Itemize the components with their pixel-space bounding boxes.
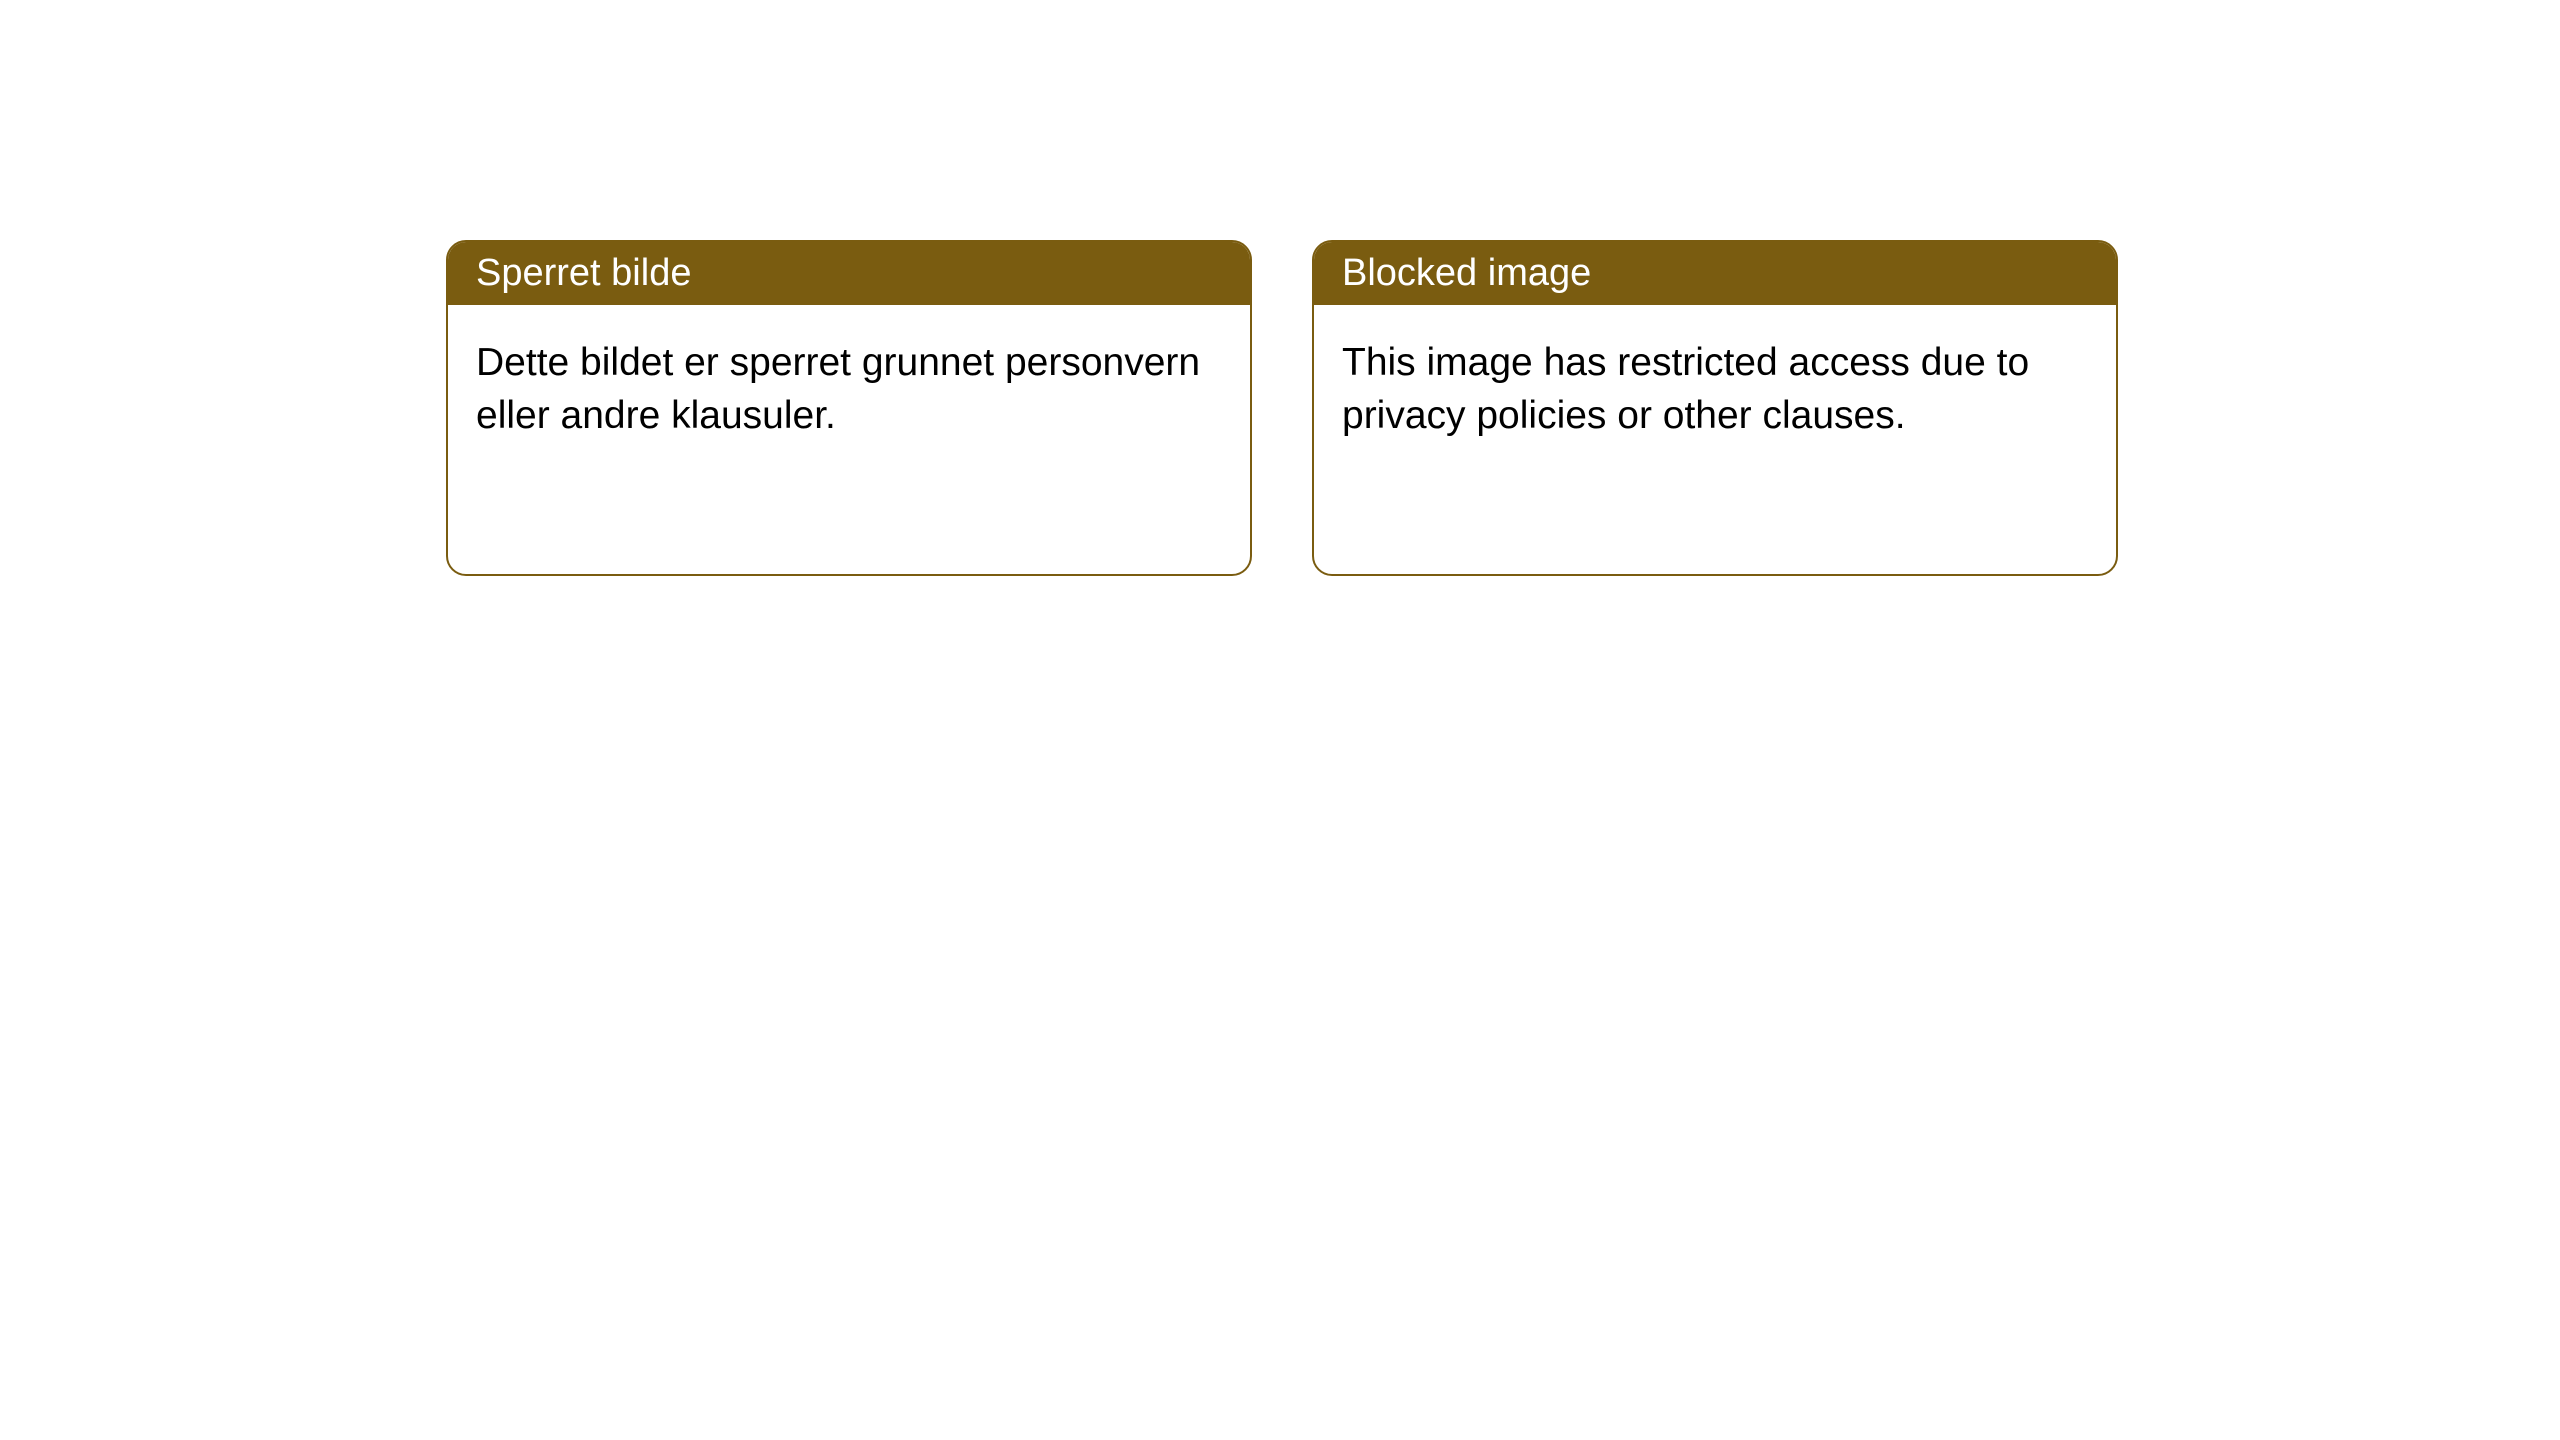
card-body: Dette bildet er sperret grunnet personve… <box>448 305 1250 474</box>
message-cards-container: Sperret bilde Dette bildet er sperret gr… <box>0 0 2560 576</box>
blocked-image-card-no: Sperret bilde Dette bildet er sperret gr… <box>446 240 1252 576</box>
card-header: Blocked image <box>1314 242 2116 305</box>
card-title: Sperret bilde <box>476 252 691 294</box>
card-header: Sperret bilde <box>448 242 1250 305</box>
card-body-text: Dette bildet er sperret grunnet personve… <box>476 341 1200 437</box>
card-body-text: This image has restricted access due to … <box>1342 341 2029 437</box>
card-title: Blocked image <box>1342 252 1591 294</box>
card-body: This image has restricted access due to … <box>1314 305 2116 474</box>
blocked-image-card-en: Blocked image This image has restricted … <box>1312 240 2118 576</box>
